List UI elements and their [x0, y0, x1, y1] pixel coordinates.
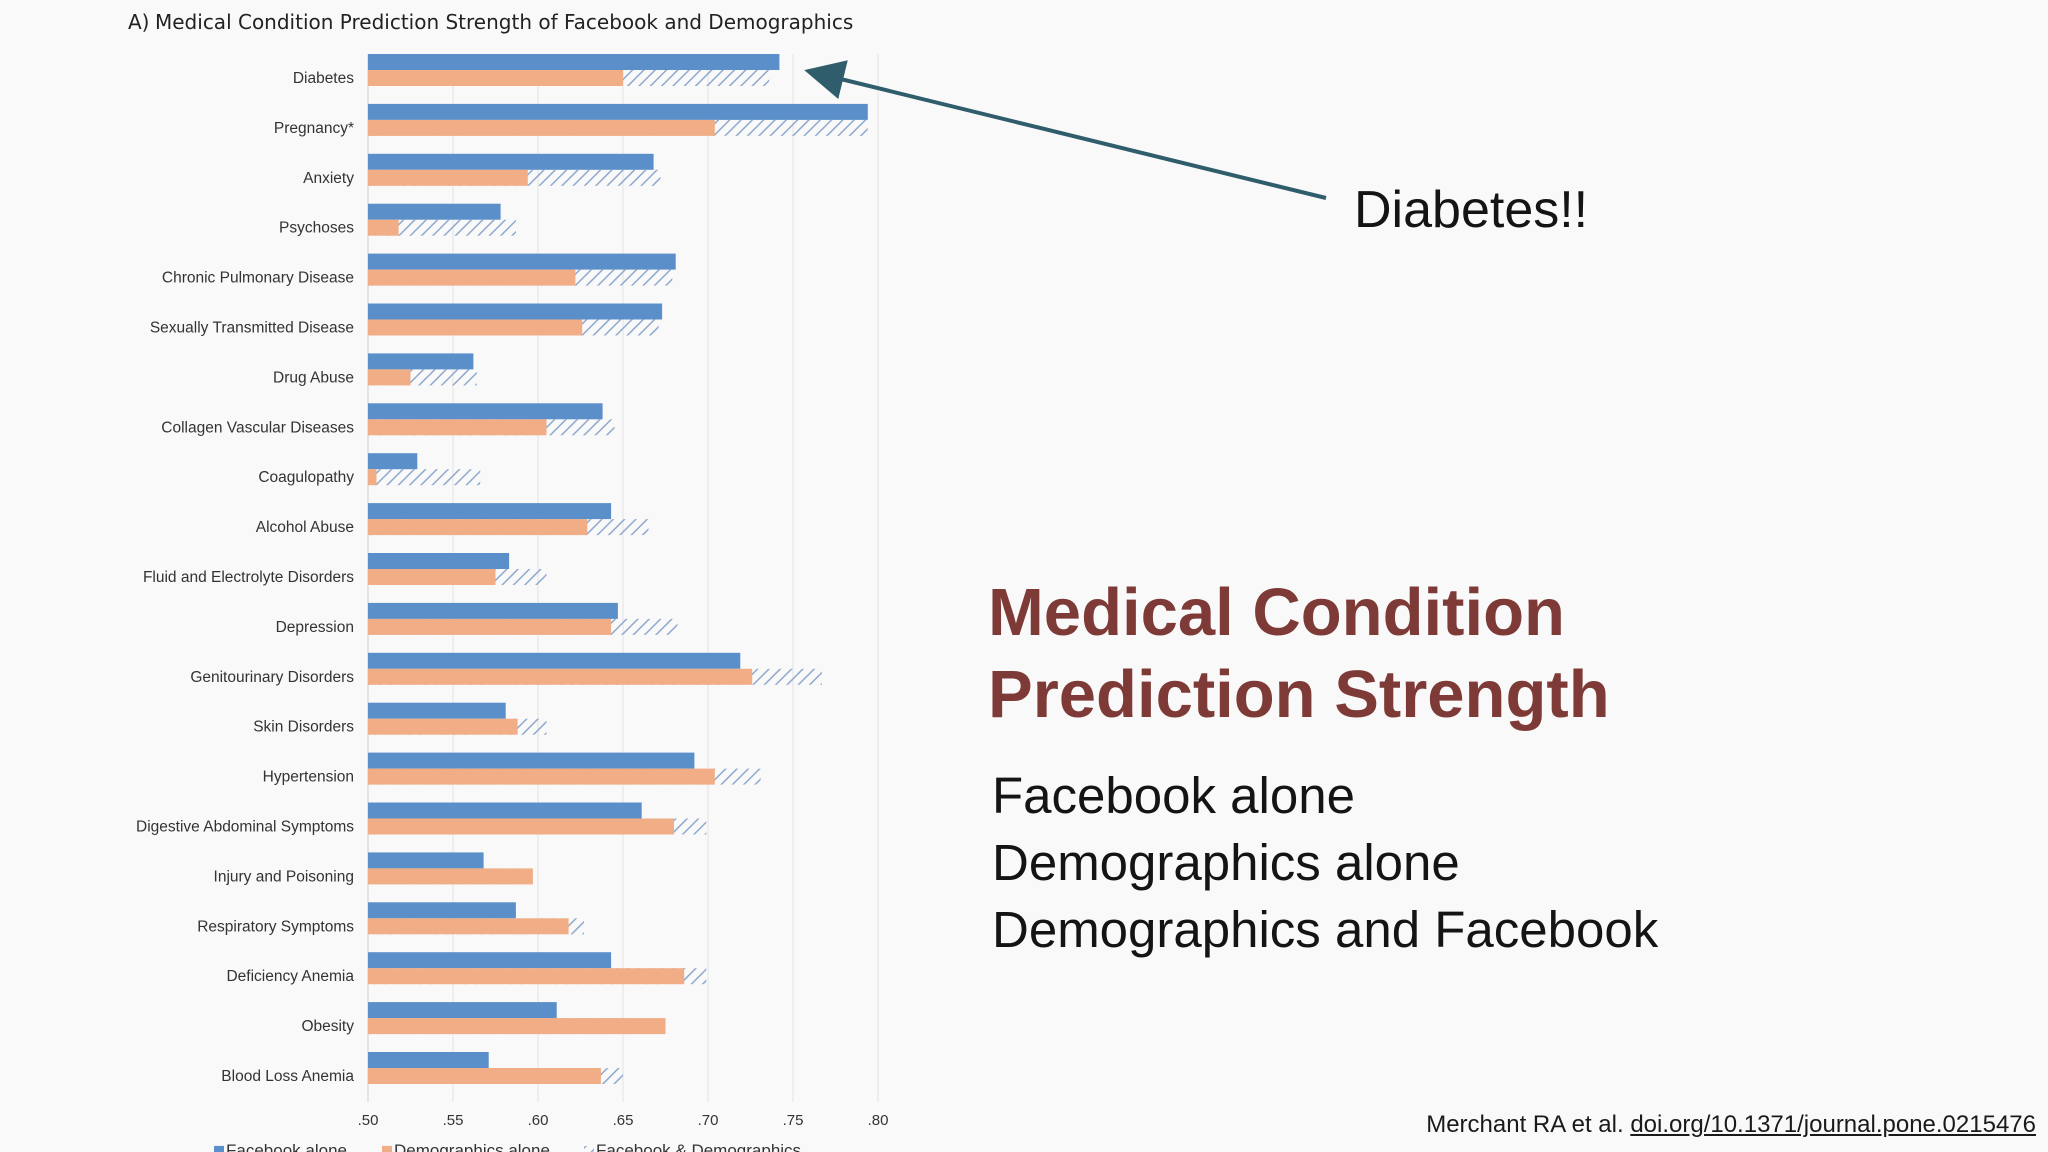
bar-demographics-alone [368, 918, 569, 935]
citation-doi-link[interactable]: doi.org/10.1371/journal.pone.0215476 [1630, 1111, 2036, 1138]
category-label: Blood Loss Anemia [221, 1068, 354, 1085]
bar-facebook-and-demographics [368, 219, 516, 236]
annotation-arrow [804, 60, 1327, 200]
bar-facebook-alone [368, 952, 612, 969]
bar-facebook-alone [368, 453, 418, 470]
bar-demographics-alone [368, 269, 576, 286]
bar-demographics-alone [368, 519, 588, 536]
bar-demographics-alone [368, 868, 533, 885]
slide-title: Medical Condition Prediction Strength [988, 572, 1610, 736]
category-label: Skin Disorders [253, 719, 354, 736]
category-label: Psychoses [279, 220, 354, 237]
x-tick-label: .80 [868, 1112, 889, 1129]
category-label: Sexually Transmitted Disease [150, 320, 354, 337]
category-label: Depression [276, 619, 354, 636]
bar-facebook-alone [368, 153, 654, 170]
bar-demographics-alone [368, 1068, 601, 1084]
bar-demographics-alone [368, 718, 518, 735]
bar-demographics-alone [368, 369, 411, 386]
x-tick-label: .70 [698, 1112, 719, 1129]
bar-facebook-alone [368, 802, 642, 819]
category-label: Collagen Vascular Diseases [161, 419, 354, 436]
category-label: Drug Abuse [273, 369, 354, 386]
category-label: Alcohol Abuse [256, 519, 354, 536]
bar-facebook-alone [368, 553, 510, 569]
category-label: Genitourinary Disorders [190, 669, 354, 686]
legend-swatch [382, 1145, 392, 1152]
bar-demographics-alone [368, 618, 612, 635]
bar-demographics-alone [368, 319, 583, 336]
category-label: Coagulopathy [258, 469, 354, 486]
bar-facebook-alone [368, 752, 695, 769]
legend-swatch [584, 1145, 594, 1152]
bar-demographics-alone [368, 469, 377, 486]
bar-demographics-alone [368, 70, 623, 86]
bar-facebook-alone [368, 852, 484, 869]
x-tick-label: .55 [443, 1112, 464, 1129]
bar-facebook-alone [368, 1002, 557, 1019]
category-label: Deficiency Anemia [226, 968, 354, 985]
bar-demographics-alone [368, 169, 528, 186]
citation-authors: Merchant RA et al. [1426, 1111, 1624, 1138]
bar-demographics-alone [368, 818, 674, 835]
bar-facebook-alone [368, 602, 618, 619]
slide-item-combined: Demographics and Facebook [992, 901, 1659, 958]
x-tick-label: .75 [783, 1112, 804, 1129]
bar-demographics-alone [368, 768, 715, 785]
legend-label: Demographics alone [394, 1141, 550, 1152]
category-label: Anxiety [303, 170, 354, 187]
x-tick-label: .65 [613, 1112, 634, 1129]
legend-swatch [214, 1145, 224, 1152]
category-label: Injury and Poisoning [214, 868, 354, 885]
bar-facebook-alone [368, 652, 741, 669]
bar-facebook-and-demographics [368, 469, 481, 486]
slide-item-demographics: Demographics alone [992, 834, 1460, 891]
bar-facebook-alone [368, 503, 612, 520]
bar-demographics-alone [368, 1018, 666, 1035]
x-tick-label: .60 [528, 1112, 549, 1129]
category-label: Diabetes [293, 70, 354, 87]
bar-facebook-alone [368, 1052, 489, 1068]
bar-facebook-alone [368, 103, 868, 120]
chart-title: Medical Condition Prediction Strength of… [155, 10, 853, 34]
bar-facebook-alone [368, 253, 676, 270]
bar-facebook-alone [368, 403, 603, 420]
slide-title-line-1: Medical Condition [988, 575, 1565, 650]
category-label: Digestive Abdominal Symptoms [136, 819, 354, 836]
category-label: Obesity [301, 1018, 354, 1035]
slide-item-list: Facebook alone Demographics alone Demogr… [992, 762, 1658, 963]
bar-demographics-alone [368, 119, 715, 136]
category-label: Pregnancy* [274, 120, 354, 137]
bar-facebook-alone [368, 54, 780, 70]
citation: Merchant RA et al. doi.org/10.1371/journ… [1426, 1111, 2036, 1139]
legend-label: Facebook alone [226, 1141, 347, 1152]
slide-title-line-2: Prediction Strength [988, 657, 1610, 732]
category-label: Fluid and Electrolyte Disorders [143, 569, 354, 586]
bar-facebook-alone [368, 902, 516, 919]
slide-item-facebook: Facebook alone [992, 767, 1355, 824]
annotation-label: Diabetes!! [1354, 181, 1589, 239]
bar-demographics-alone [368, 968, 685, 985]
bar-demographics-alone [368, 569, 496, 585]
x-tick-label: .50 [358, 1112, 379, 1129]
legend-label: Facebook & Demographics [596, 1141, 801, 1152]
chart-title-prefix: A) [128, 10, 149, 34]
bar-demographics-alone [368, 419, 547, 436]
category-label: Respiratory Symptoms [197, 918, 354, 935]
bar-facebook-alone [368, 353, 474, 370]
category-label: Hypertension [263, 769, 354, 786]
bar-facebook-alone [368, 203, 501, 220]
category-label: Chronic Pulmonary Disease [162, 270, 354, 287]
bar-facebook-alone [368, 303, 663, 320]
bar-facebook-alone [368, 702, 506, 719]
bar-demographics-alone [368, 219, 399, 236]
bar-demographics-alone [368, 668, 753, 685]
